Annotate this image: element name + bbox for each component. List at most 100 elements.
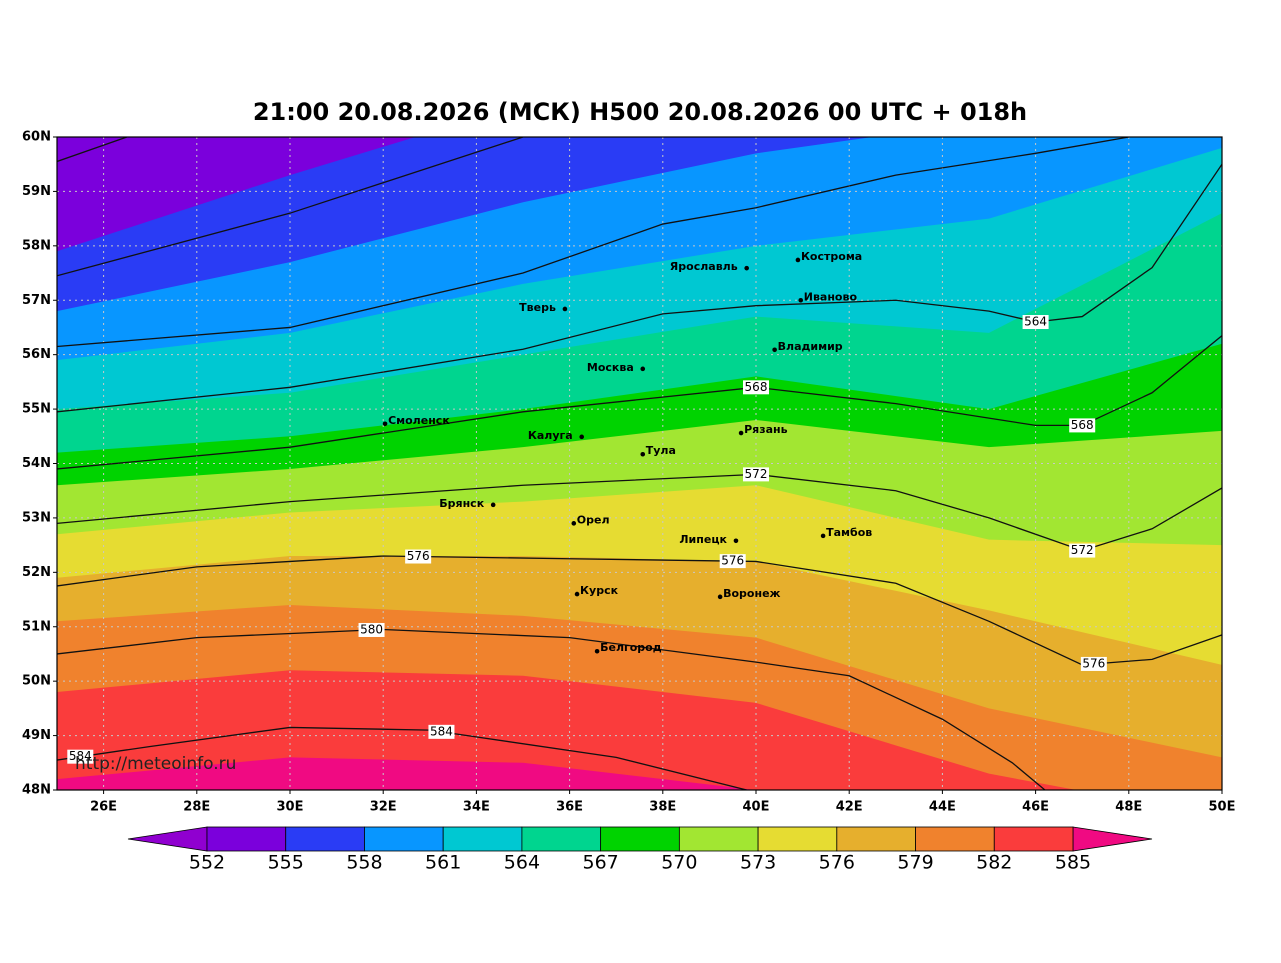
lon-tick-label: 48E [1115, 800, 1142, 815]
lon-tick-label: 42E [836, 800, 863, 815]
colorbar-cell [993, 826, 1074, 852]
contour-line [57, 628, 1046, 790]
city-label: Тула [646, 444, 676, 457]
city-label: Кострома [801, 250, 862, 263]
contour-label: 572 [745, 467, 768, 481]
colorbar-label: 579 [897, 852, 933, 874]
city-dot [717, 594, 723, 600]
colorbar-label: 576 [819, 852, 855, 874]
contour-line [57, 335, 1222, 470]
colorbar-label: 558 [346, 852, 382, 874]
colorbar-label: 555 [268, 852, 304, 874]
contour-line [57, 163, 1222, 413]
city-label: Смоленск [388, 414, 450, 427]
lon-tick-label: 40E [743, 800, 770, 815]
contour-label-bg [405, 549, 432, 564]
contour-label: 576 [407, 549, 430, 563]
colorbar-extend [1072, 826, 1153, 852]
city-label: Тверь [519, 301, 556, 314]
city-dot [640, 366, 646, 372]
lon-tick-label: 44E [929, 800, 956, 815]
city-dot [738, 430, 744, 436]
contour-label: 584 [430, 724, 453, 738]
city-dot [382, 421, 388, 427]
city-label: Иваново [804, 290, 858, 303]
city-dot [820, 533, 826, 539]
lat-tick-label: 50N [22, 674, 51, 689]
colorbar: 552 555 558 561 564 567 570 573 576 579 582 585 [127, 826, 1153, 874]
lon-tick-label: 50E [1209, 800, 1236, 815]
colorbar-cell [285, 826, 365, 852]
colorbar-label: 570 [661, 852, 697, 874]
colorbar-label: 573 [740, 852, 776, 874]
colorbar-label: 564 [504, 852, 540, 874]
city-dot [574, 591, 580, 597]
colorbar-cell [915, 826, 995, 852]
watermark: http://meteoinfo.ru [75, 754, 236, 774]
city-dot [579, 434, 585, 440]
contour-layer [57, 137, 1222, 790]
colorbar-label: 567 [583, 852, 619, 874]
map-frame [56, 136, 1223, 791]
lat-tick-label: 54N [22, 456, 51, 471]
colorbar-cell [600, 826, 680, 852]
title: 21:00 20.08.2026 (МСК) H500 20.08.2026 0… [253, 98, 1027, 126]
colorbar-cell [678, 826, 759, 852]
contour-line [57, 137, 128, 163]
city-dot [772, 347, 777, 353]
city-dot [594, 648, 600, 654]
lon-tick-label: 28E [183, 800, 210, 815]
contour-label-bg [67, 749, 94, 764]
city-dot [640, 451, 646, 457]
contour-line [57, 726, 747, 790]
colorbar-cell [206, 826, 287, 852]
city-label: Липецк [679, 533, 727, 546]
city-dot [744, 265, 749, 271]
city-label: Владимир [778, 340, 843, 353]
colorbar-label: 552 [189, 852, 225, 874]
lon-tick-label: 32E [370, 800, 397, 815]
city-label: Курск [580, 584, 619, 597]
city-dot [733, 538, 739, 544]
contour-line [57, 555, 1222, 666]
contour-label-bg [1069, 418, 1096, 433]
city-label: Рязань [744, 423, 788, 436]
lat-tick-label: 58N [22, 238, 51, 253]
city-dot [571, 521, 577, 526]
colorbar-cell [364, 826, 444, 852]
colorbar-label: 585 [1055, 852, 1091, 874]
contour-label: 576 [721, 554, 744, 568]
city-dot [795, 257, 801, 263]
colorbar-extend [127, 826, 208, 852]
lon-tick-label: 26E [90, 800, 117, 815]
colorbar-cell [836, 826, 916, 852]
contour-label: 576 [1082, 656, 1105, 670]
city-label: Тамбов [826, 526, 872, 539]
colorbar-label: 582 [976, 852, 1012, 874]
contour-line [57, 137, 524, 277]
contour-label: 564 [1024, 315, 1047, 329]
colorbar-cell [757, 826, 838, 852]
contour-label: 568 [745, 380, 768, 394]
contour-label: 568 [1071, 418, 1094, 432]
fill-band [57, 757, 756, 790]
contour-label-bg [743, 380, 769, 395]
lat-tick-label: 56N [22, 347, 51, 362]
city-label: Орел [577, 513, 610, 526]
city-label: Воронеж [723, 587, 780, 600]
contour-label-bg [358, 622, 385, 637]
contour-label-bg [1069, 543, 1096, 558]
lat-tick-label: 53N [22, 510, 51, 525]
grid-layer [57, 137, 1222, 790]
city-label: Брянск [439, 497, 484, 510]
contour-label-bg [428, 724, 455, 739]
contour-label-bg [1080, 656, 1107, 671]
city-label: Белгород [600, 641, 662, 654]
contour-label: 584 [69, 749, 92, 763]
contour-line [57, 137, 1129, 348]
colorbar-cell [442, 826, 523, 852]
city-label: Москва [587, 361, 634, 374]
lon-tick-label: 46E [1022, 800, 1049, 815]
contour-label-bg [1022, 315, 1049, 330]
lon-tick-label: 30E [277, 800, 304, 815]
